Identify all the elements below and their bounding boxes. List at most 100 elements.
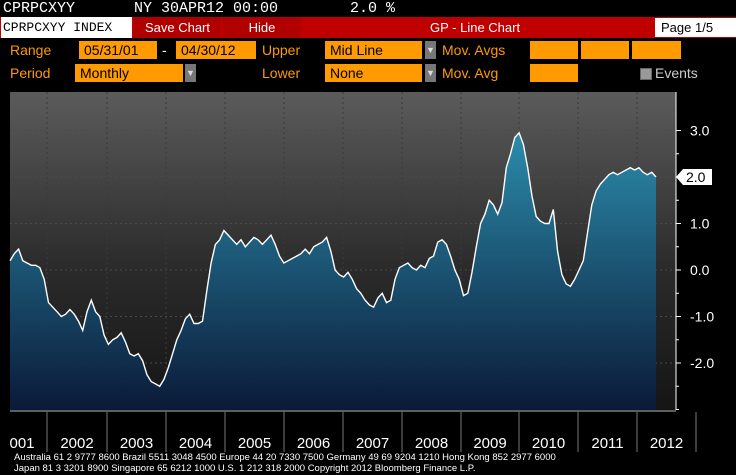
data-point bbox=[463, 295, 464, 296]
data-point bbox=[275, 244, 276, 245]
data-point bbox=[454, 269, 455, 270]
x-tick-label: 2008 bbox=[415, 435, 448, 452]
data-point bbox=[116, 337, 117, 338]
chevron-down-icon[interactable]: ▼ bbox=[185, 64, 196, 82]
data-point bbox=[548, 223, 549, 224]
data-point bbox=[467, 293, 468, 294]
data-point bbox=[322, 242, 323, 243]
data-point bbox=[557, 251, 558, 252]
data-point bbox=[566, 283, 567, 284]
chart-title: GP - Line Chart bbox=[430, 20, 521, 35]
period-select[interactable]: Monthly bbox=[75, 64, 183, 82]
data-point bbox=[617, 174, 618, 175]
data-point bbox=[134, 355, 135, 356]
data-point bbox=[484, 214, 485, 215]
x-tick-label: 2012 bbox=[650, 435, 683, 452]
data-point bbox=[553, 209, 554, 210]
data-point bbox=[578, 269, 579, 270]
ticker-field[interactable]: CPRPCXYY INDEX bbox=[1, 17, 132, 38]
data-point bbox=[283, 262, 284, 263]
data-point bbox=[253, 237, 254, 238]
data-point bbox=[651, 172, 652, 173]
data-point bbox=[493, 204, 494, 205]
data-point bbox=[185, 318, 186, 319]
range-separator: - bbox=[162, 42, 167, 58]
data-point bbox=[450, 256, 451, 257]
data-point bbox=[146, 374, 147, 375]
data-point bbox=[643, 172, 644, 173]
data-point bbox=[369, 304, 370, 305]
chevron-down-icon[interactable]: ▼ bbox=[425, 41, 436, 59]
data-point bbox=[168, 367, 169, 368]
hide-button[interactable]: Hide bbox=[223, 17, 301, 38]
range-label: Range bbox=[10, 42, 52, 58]
range-start-input[interactable]: 05/31/01 bbox=[79, 41, 157, 59]
data-point bbox=[52, 307, 53, 308]
data-point bbox=[262, 244, 263, 245]
data-point bbox=[638, 167, 639, 168]
save-chart-button[interactable]: Save Chart bbox=[134, 17, 221, 38]
mov-avg-input[interactable] bbox=[530, 64, 578, 82]
data-point bbox=[446, 244, 447, 245]
last-value-label: 2.0 bbox=[686, 169, 706, 185]
mov-avg-3-input[interactable] bbox=[632, 41, 681, 59]
data-point bbox=[459, 279, 460, 280]
security-name: CPRPCXYY bbox=[3, 0, 76, 17]
data-point bbox=[403, 265, 404, 266]
data-point bbox=[621, 172, 622, 173]
range-end-input[interactable]: 04/30/12 bbox=[176, 41, 256, 59]
data-point bbox=[181, 330, 182, 331]
data-point bbox=[206, 290, 207, 291]
data-point bbox=[424, 267, 425, 268]
data-point bbox=[608, 174, 609, 175]
data-point bbox=[634, 169, 635, 170]
data-point bbox=[78, 321, 79, 322]
y-tick-label: 1.0 bbox=[690, 216, 710, 232]
lower-select[interactable]: None bbox=[325, 64, 422, 82]
page-indicator[interactable]: Page 1/5 bbox=[655, 18, 736, 37]
data-point bbox=[412, 267, 413, 268]
data-point bbox=[377, 297, 378, 298]
data-point bbox=[613, 172, 614, 173]
mov-avgs-label: Mov. Avgs bbox=[442, 42, 506, 58]
mov-avg-1-input[interactable] bbox=[530, 41, 578, 59]
x-axis: 001 2002 2003 2004 2005 2006 2007 2008 2009 2010 2… bbox=[9, 410, 697, 452]
data-point bbox=[317, 244, 318, 245]
last-value: 2.0 % bbox=[350, 0, 396, 17]
x-tick-label: 2011 bbox=[591, 435, 623, 452]
data-point bbox=[382, 293, 383, 294]
data-point bbox=[510, 153, 511, 154]
toolbar: CPRPCXYY INDEX Save Chart Hide GP - Line… bbox=[0, 17, 736, 38]
y-tick-label: 3.0 bbox=[690, 123, 710, 139]
upper-select[interactable]: Mid Line bbox=[325, 41, 422, 59]
data-point bbox=[527, 167, 528, 168]
data-point bbox=[416, 269, 417, 270]
data-point bbox=[258, 239, 259, 240]
x-tick-label: 2002 bbox=[60, 435, 93, 452]
y-tick-label: -1.0 bbox=[690, 309, 714, 325]
y-axis: 3.02.01.00.0-1.0-2.02.0 bbox=[675, 92, 714, 410]
mov-avg-2-input[interactable] bbox=[581, 41, 629, 59]
data-point bbox=[655, 176, 656, 177]
data-point bbox=[326, 237, 327, 238]
data-point bbox=[335, 269, 336, 270]
x-tick-label: 2005 bbox=[238, 435, 271, 452]
x-tick-label: 2004 bbox=[179, 435, 212, 452]
data-point bbox=[339, 274, 340, 275]
data-point bbox=[305, 249, 306, 250]
events-checkbox[interactable] bbox=[640, 68, 652, 80]
data-point bbox=[519, 132, 520, 133]
data-point bbox=[300, 253, 301, 254]
data-point bbox=[399, 267, 400, 268]
data-point bbox=[501, 202, 502, 203]
data-point bbox=[48, 302, 49, 303]
data-point bbox=[198, 323, 199, 324]
data-point bbox=[600, 183, 601, 184]
chevron-down-icon[interactable]: ▼ bbox=[425, 64, 436, 82]
data-point bbox=[288, 260, 289, 261]
data-point bbox=[626, 169, 627, 170]
data-point bbox=[313, 246, 314, 247]
data-point bbox=[211, 262, 212, 263]
data-point bbox=[360, 293, 361, 294]
series-area bbox=[10, 132, 656, 411]
